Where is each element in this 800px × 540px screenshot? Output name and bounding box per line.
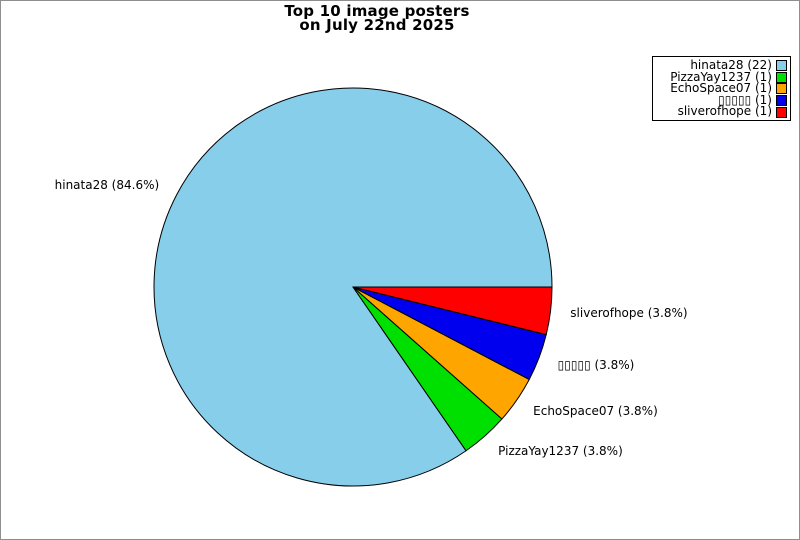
legend-swatch-pizzayay1237 (776, 71, 787, 83)
legend-swatch-sliverofhope (776, 106, 787, 118)
wedge-label-echospace07: EchoSpace07 (3.8%) (533, 404, 658, 419)
pie-slice-sliverofhope (352, 286, 553, 336)
legend-label: sliverofhope (1) (677, 104, 772, 119)
wedge-label-sliverofhope: sliverofhope (3.8%) (570, 306, 688, 321)
chart-title: Top 10 image posters on July 22nd 2025 (1, 2, 753, 34)
legend-label: hinata28 (22) (690, 58, 772, 72)
legend-label: PizzaYay1237 (1) (670, 69, 772, 84)
legend-swatch-boxes-user (776, 95, 787, 107)
legend: hinata28 (22) PizzaYay1237 (1) EchoSpace… (652, 56, 791, 121)
legend-item-pizzayay1237: PizzaYay1237 (1) (656, 69, 787, 84)
wedge-label-hinata28: hinata28 (84.6%) (54, 178, 160, 193)
legend-label: ▯▯▯▯▯ (1) (718, 92, 772, 107)
chart-title-line2: on July 22nd 2025 (299, 16, 455, 34)
legend-item-hinata28: hinata28 (22) (656, 58, 787, 72)
wedge-label-boxes-user: ▯▯▯▯▯ (3.8%) (557, 357, 635, 372)
chart-title-line1: Top 10 image posters (284, 2, 470, 20)
wedge-label-pizzayay1237: PizzaYay1237 (3.8%) (498, 443, 623, 458)
legend-item-boxes-user: ▯▯▯▯▯ (1) (656, 92, 787, 107)
legend-item-echospace07: EchoSpace07 (1) (656, 81, 787, 96)
legend-swatch-hinata28 (776, 60, 787, 72)
legend-item-sliverofhope: sliverofhope (1) (656, 106, 787, 118)
legend-swatch-echospace07 (776, 83, 787, 95)
legend-label: EchoSpace07 (1) (670, 81, 772, 96)
